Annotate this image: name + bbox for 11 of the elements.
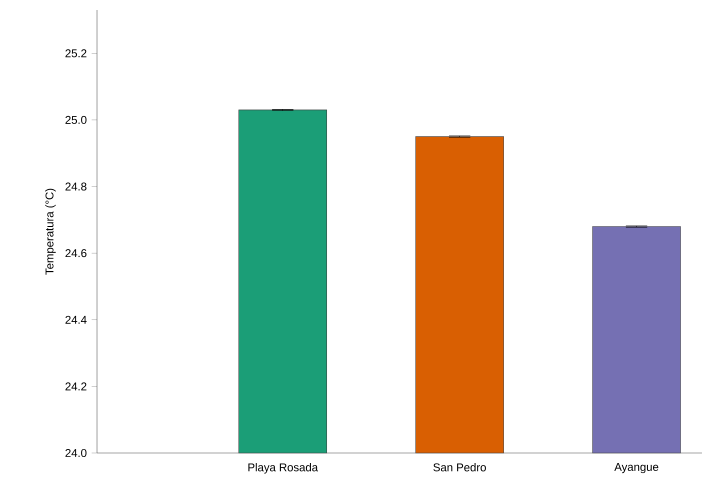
x-tick-label: Playa Rosada: [248, 463, 318, 474]
y-tick-label: 24.8: [65, 182, 86, 191]
y-tick-label: 24.2: [65, 382, 86, 390]
y-tick-label: 24.0: [65, 449, 87, 458]
y-axis-title: Temperatura (°C): [45, 188, 56, 275]
x-tick-label: Ayangue: [614, 463, 658, 474]
y-tick-label: 25.2: [65, 49, 86, 58]
y-tick-label: 24.6: [65, 249, 86, 258]
y-tick-label: 25.0: [65, 116, 87, 124]
x-tick-label: San Pedro: [433, 463, 486, 472]
y-tick-label: 24.4: [65, 316, 87, 324]
